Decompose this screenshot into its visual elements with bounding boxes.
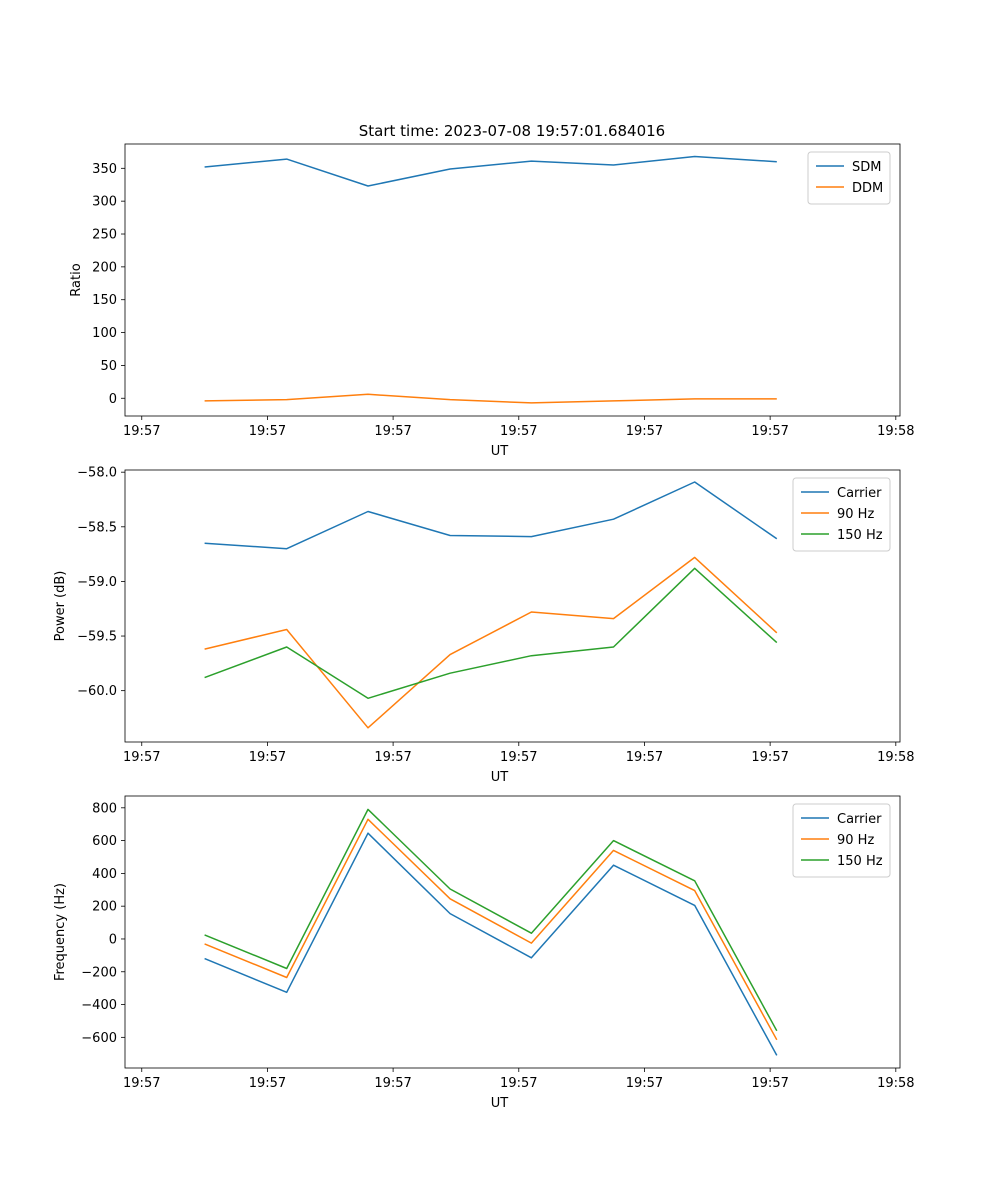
x-tick-label: 19:57 bbox=[249, 424, 286, 439]
subplot-3: 19:57 19:57 19:57 19:57 19:57 19:57 19:58 −600 −… bbox=[53, 795, 915, 1111]
series-line-carrier bbox=[204, 481, 778, 550]
y-tick-label: 200 bbox=[92, 260, 117, 275]
x-axis-label: UT bbox=[491, 444, 509, 459]
axes-frame bbox=[124, 143, 901, 417]
x-tick-label: 19:57 bbox=[123, 1076, 160, 1091]
y-tick-label: −600 bbox=[81, 1031, 117, 1046]
y-tick-label: 400 bbox=[92, 867, 117, 882]
subplot-1: 19:57 19:57 19:57 19:57 19:57 19:57 19:58 0 50 10… bbox=[69, 143, 915, 459]
x-tick-label: 19:57 bbox=[123, 750, 160, 765]
x-tick-label: 19:57 bbox=[751, 750, 788, 765]
subplots: 19:57 19:57 19:57 19:57 19:57 19:57 19:58 0 50 10… bbox=[53, 143, 915, 1111]
y-tick-label: 600 bbox=[92, 834, 117, 849]
x-tick-label: 19:57 bbox=[500, 424, 537, 439]
x-tick-label: 19:58 bbox=[877, 424, 914, 439]
y-tick-label: −400 bbox=[81, 998, 117, 1013]
y-tick-label: 800 bbox=[92, 801, 117, 816]
x-tick-label: 19:58 bbox=[877, 1076, 914, 1091]
y-tick-label: −58.0 bbox=[77, 466, 117, 481]
x-tick-label: 19:57 bbox=[626, 424, 663, 439]
series-line-90-hz bbox=[204, 818, 778, 1041]
y-axis-label: Power (dB) bbox=[53, 571, 68, 642]
axes-frame bbox=[124, 795, 901, 1069]
x-tick-label: 19:57 bbox=[374, 424, 411, 439]
legend: Carrier 90 Hz 150 Hz bbox=[792, 477, 891, 552]
legend-label: 150 Hz bbox=[837, 854, 883, 869]
legend-label: SDM bbox=[852, 160, 881, 175]
x-tick-label: 19:57 bbox=[626, 1076, 663, 1091]
y-tick-label: 50 bbox=[100, 359, 117, 374]
y-tick-label: 0 bbox=[109, 932, 117, 947]
x-tick-label: 19:57 bbox=[626, 750, 663, 765]
x-tick-label: 19:57 bbox=[500, 1076, 537, 1091]
legend-label: 90 Hz bbox=[837, 833, 874, 848]
y-axis-label: Ratio bbox=[69, 263, 84, 296]
legend: Carrier 90 Hz 150 Hz bbox=[792, 803, 891, 878]
y-axis-label: Frequency (Hz) bbox=[53, 883, 68, 981]
y-tick-label: 150 bbox=[92, 293, 117, 308]
legend-box bbox=[807, 151, 891, 205]
x-tick-label: 19:57 bbox=[751, 424, 788, 439]
legend-label: 90 Hz bbox=[837, 507, 874, 522]
series-line-90-hz bbox=[204, 556, 778, 729]
y-tick-label: 350 bbox=[92, 162, 117, 177]
y-tick-label: −59.0 bbox=[77, 575, 117, 590]
legend-box bbox=[792, 803, 891, 878]
y-tick-label: 250 bbox=[92, 228, 117, 243]
x-tick-label: 19:57 bbox=[249, 1076, 286, 1091]
series-line-150-hz bbox=[204, 808, 778, 1032]
axes-frame bbox=[124, 469, 901, 743]
x-tick-label: 19:57 bbox=[374, 1076, 411, 1091]
x-tick-label: 19:57 bbox=[123, 424, 160, 439]
x-axis-label: UT bbox=[491, 1096, 509, 1111]
x-tick-label: 19:58 bbox=[877, 750, 914, 765]
y-tick-label: −58.5 bbox=[77, 520, 117, 535]
y-tick-label: 100 bbox=[92, 326, 117, 341]
x-tick-label: 19:57 bbox=[751, 1076, 788, 1091]
legend: SDM DDM bbox=[807, 151, 891, 205]
legend-box bbox=[792, 477, 891, 552]
series-line-carrier bbox=[204, 832, 778, 1056]
series-line-ddm bbox=[204, 393, 777, 404]
x-tick-label: 19:57 bbox=[249, 750, 286, 765]
y-tick-label: −200 bbox=[81, 965, 117, 980]
series-line-150-hz bbox=[204, 567, 778, 700]
y-tick-label: −60.0 bbox=[77, 684, 117, 699]
y-tick-label: −59.5 bbox=[77, 630, 117, 645]
legend-label: Carrier bbox=[837, 812, 882, 827]
y-tick-label: 200 bbox=[92, 900, 117, 915]
x-axis-label: UT bbox=[491, 770, 509, 785]
legend-label: 150 Hz bbox=[837, 528, 883, 543]
y-tick-label: 0 bbox=[109, 392, 117, 407]
legend-label: DDM bbox=[852, 181, 883, 196]
y-tick-label: 300 bbox=[92, 195, 117, 210]
series-line-sdm bbox=[204, 155, 777, 187]
x-tick-label: 19:57 bbox=[374, 750, 411, 765]
x-tick-label: 19:57 bbox=[500, 750, 537, 765]
subplot-2: 19:57 19:57 19:57 19:57 19:57 19:57 19:58 −60.0… bbox=[53, 466, 915, 785]
figure-title: Start time: 2023-07-08 19:57:01.684016 bbox=[359, 122, 665, 140]
legend-label: Carrier bbox=[837, 486, 882, 501]
